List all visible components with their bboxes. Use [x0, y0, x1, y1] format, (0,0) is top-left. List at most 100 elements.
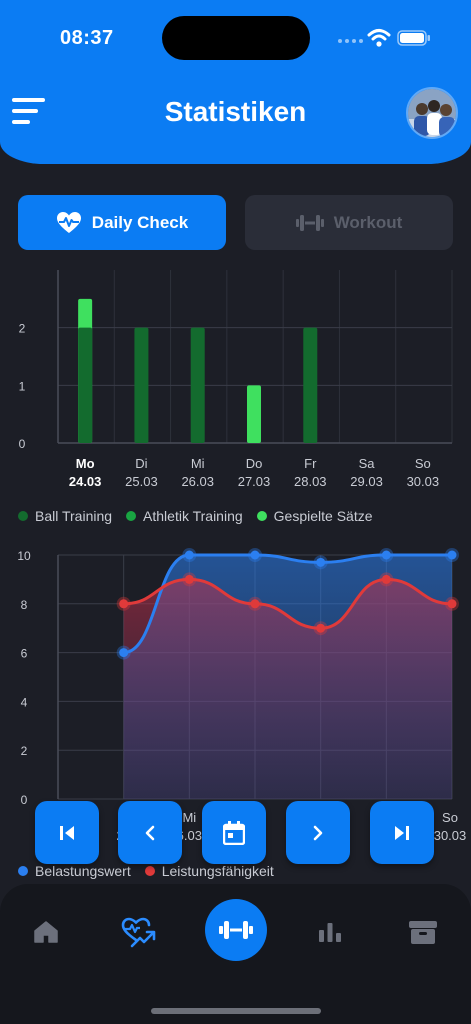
first-page-icon — [60, 825, 74, 840]
x-tick-date: 30.03 — [434, 828, 467, 843]
point-leistungsfaehigkeit — [381, 574, 391, 584]
previous-icon — [145, 825, 155, 840]
tab-daily-check[interactable]: Daily Check — [18, 195, 226, 250]
line-chart: 024681025Mi6.033So30.03 — [17, 548, 467, 843]
y-tick-label: 0 — [21, 793, 28, 807]
y-tick-label: 10 — [17, 549, 31, 563]
x-tick-day: Mi — [182, 810, 196, 825]
x-tick-date: 27.03 — [238, 474, 271, 489]
y-tick-label: 6 — [21, 647, 28, 661]
calendar-icon — [223, 820, 245, 845]
bar-ball-training — [78, 327, 93, 443]
bar-chart: 0 1 2 Mo 24.03 Di 25.03 Mi 26.03 Do 27.03 Fr 28.03 Sa… — [19, 270, 453, 489]
x-tick-date: 30.03 — [407, 474, 440, 489]
bar-ball-training — [134, 327, 149, 443]
home-indicator — [151, 1008, 321, 1014]
nav-statistics[interactable] — [312, 914, 348, 950]
nav-archive[interactable] — [405, 914, 441, 950]
legend-label: Gespielte Sätze — [273, 508, 373, 524]
point-leistungsfaehigkeit — [316, 623, 326, 633]
nav-home[interactable] — [28, 914, 64, 950]
legend-swatch — [18, 866, 28, 876]
last-page-icon — [395, 825, 409, 840]
legend-swatch — [18, 511, 28, 521]
line-chart-legend: Belastungswert Leistungsfähigkeit — [18, 863, 274, 879]
x-tick-day: Fr — [304, 456, 317, 471]
heart-trend-icon — [121, 917, 156, 948]
tab-workout-label: Workout — [333, 212, 403, 232]
x-tick-day: So — [415, 456, 431, 471]
heart-pulse-icon — [56, 211, 81, 233]
y-tick-label: 2 — [19, 322, 26, 336]
x-tick-day: Do — [246, 456, 263, 471]
legend-item: Belastungswert — [18, 863, 131, 879]
next-button[interactable] — [286, 801, 350, 864]
legend-label: Belastungswert — [35, 863, 131, 879]
archive-icon — [409, 921, 437, 944]
legend-item: Leistungsfähigkeit — [144, 863, 274, 879]
x-tick-date: 25.03 — [125, 474, 158, 489]
point-belastungswert — [250, 550, 260, 560]
tab-workout[interactable]: Workout — [245, 195, 453, 250]
dumbbell-icon — [219, 921, 253, 939]
line-leistungsfaehigkeit — [123, 577, 453, 630]
legend-item: Athletik Training — [126, 508, 243, 524]
y-tick-label: 8 — [21, 598, 28, 612]
dumbbell-icon — [295, 214, 324, 231]
dynamic-island — [162, 16, 310, 60]
tab-daily-check-label: Daily Check — [91, 212, 189, 232]
legend-label: Athletik Training — [143, 508, 243, 524]
nav-workout[interactable] — [205, 899, 267, 961]
calendar-button[interactable] — [202, 801, 266, 864]
menu-icon[interactable] — [12, 98, 46, 128]
x-tick-date: 26.03 — [181, 474, 214, 489]
x-tick-date: 24.03 — [69, 474, 102, 489]
avatar[interactable] — [406, 87, 458, 139]
battery-icon — [397, 30, 430, 46]
x-tick-day: So — [442, 810, 458, 825]
point-belastungswert — [119, 648, 129, 658]
point-leistungsfaehigkeit — [119, 599, 129, 609]
legend-label: Leistungsfähigkeit — [161, 863, 274, 879]
first-page-button[interactable] — [35, 801, 99, 864]
x-tick-day: Di — [135, 456, 147, 471]
legend-swatch — [144, 866, 155, 876]
legend-swatch — [256, 511, 267, 521]
bar-ball-training — [303, 327, 318, 443]
next-icon — [313, 825, 323, 840]
bar-gespielte-saetze — [247, 385, 261, 443]
legend-item: Gespielte Sätze — [256, 508, 373, 524]
status-time: 08:37 — [60, 27, 114, 49]
point-belastungswert — [381, 550, 391, 560]
x-tick-date: 28.03 — [294, 474, 327, 489]
point-belastungswert — [316, 557, 326, 567]
point-leistungsfaehigkeit — [447, 599, 457, 609]
legend-swatch — [126, 511, 137, 521]
point-belastungswert — [447, 550, 457, 560]
cellular-signal-icon — [338, 39, 363, 43]
page-title: Statistiken — [164, 96, 307, 127]
area-leistungsfaehigkeit — [123, 579, 453, 799]
x-tick-date: 6.03 — [177, 828, 202, 843]
wifi-icon — [367, 29, 391, 47]
previous-button[interactable] — [118, 801, 182, 864]
y-tick-label: 4 — [21, 695, 28, 709]
y-tick-label: 2 — [21, 744, 28, 758]
x-tick-day: Mi — [191, 456, 205, 471]
nav-daily-check[interactable] — [120, 914, 156, 950]
bar-chart-icon — [319, 923, 341, 942]
home-icon — [34, 921, 58, 943]
y-tick-label: 0 — [19, 437, 26, 451]
legend-item: Ball Training — [18, 508, 112, 524]
y-tick-label: 1 — [19, 379, 26, 393]
bar-ball-training — [190, 327, 205, 443]
x-tick-day: Mo — [76, 456, 95, 471]
point-leistungsfaehigkeit — [250, 599, 260, 609]
point-belastungswert — [184, 550, 194, 560]
x-tick-day: Sa — [359, 456, 376, 471]
point-leistungsfaehigkeit — [184, 574, 194, 584]
legend-label: Ball Training — [35, 508, 113, 524]
bar-chart-legend: Ball Training Athletik Training Gespielt… — [18, 508, 373, 524]
x-tick-date: 29.03 — [350, 474, 383, 489]
last-page-button[interactable] — [370, 801, 434, 864]
